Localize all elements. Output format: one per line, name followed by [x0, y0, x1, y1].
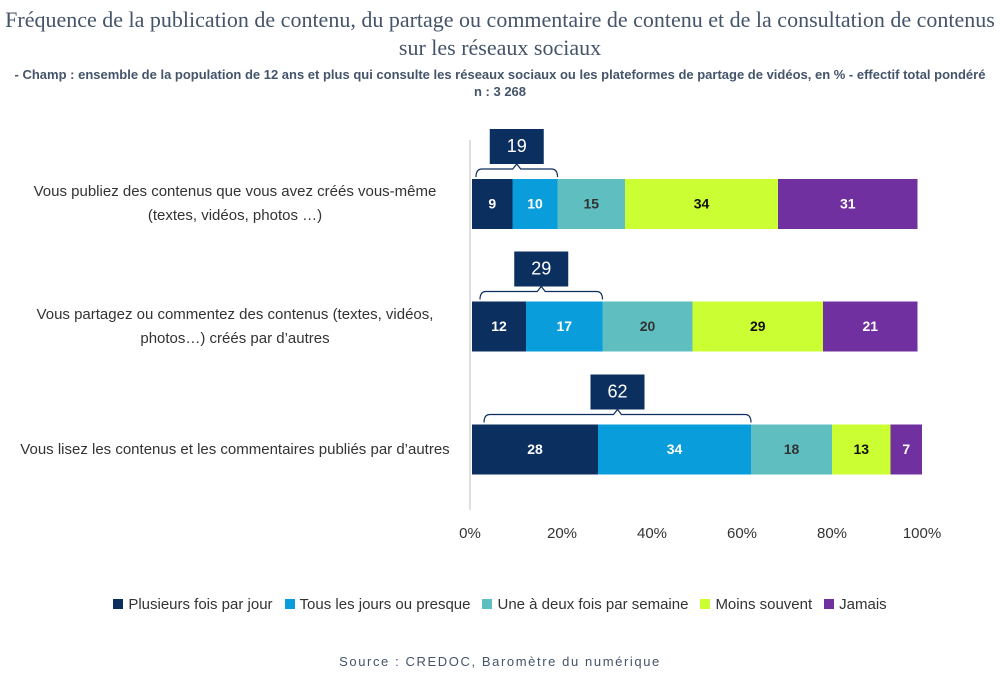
chart-subtitle: - Champ : ensemble de la population de 1…	[14, 67, 986, 99]
legend-swatch	[284, 599, 295, 609]
bracket	[483, 408, 752, 423]
x-tick-label: 40%	[637, 525, 667, 542]
legend-swatch	[700, 599, 711, 609]
legend-label: Jamais	[839, 596, 887, 613]
legend-swatch	[113, 599, 124, 609]
bracket-box	[514, 251, 569, 287]
legend-label: Une à deux fois par semaine	[497, 596, 689, 613]
bar-segment	[472, 179, 513, 229]
bar-segment	[778, 179, 918, 229]
bar-segment	[890, 424, 922, 475]
bracket-label: 19	[507, 136, 527, 156]
x-tick-label: 100%	[903, 525, 941, 542]
value-label: 20	[640, 318, 656, 334]
value-label: 29	[750, 318, 766, 334]
bracket-label: 29	[531, 258, 551, 278]
legend: Plusieurs fois par jour Tous les jours ou…	[0, 596, 1000, 613]
legend-swatch	[824, 599, 835, 609]
value-label: 17	[556, 318, 572, 334]
bracket	[479, 285, 604, 300]
bracket-box	[590, 374, 645, 410]
value-label: 12	[491, 318, 507, 334]
bar-segment	[625, 179, 778, 229]
bracket	[475, 163, 559, 178]
bar-segment	[598, 424, 751, 475]
bar-segment	[472, 424, 598, 475]
category-label: Vous publiez des contenus que vous avez …	[33, 183, 437, 224]
chart-title: Fréquence de la publication de contenu, …	[5, 7, 995, 60]
value-label: 10	[527, 196, 543, 212]
x-tick-label: 60%	[727, 525, 757, 542]
bar-segment	[751, 424, 832, 475]
category-label: Vous lisez les contenus et les commentai…	[20, 440, 450, 458]
bar-segment	[472, 301, 526, 352]
legend-label: Plusieurs fois par jour	[128, 596, 273, 613]
legend-item: Une à deux fois par semaine	[482, 596, 688, 613]
legend-swatch	[482, 599, 493, 609]
value-label: 34	[694, 196, 710, 212]
legend-label: Tous les jours ou presque	[299, 596, 471, 613]
bracket-label: 62	[607, 381, 627, 401]
bracket-box	[489, 129, 544, 164]
legend-item: Tous les jours ou presque	[284, 596, 471, 613]
value-label: 28	[527, 441, 543, 457]
x-tick-label: 20%	[547, 525, 577, 542]
value-label: 7	[902, 441, 910, 457]
bar-segment	[557, 179, 625, 229]
legend-item: Plusieurs fois par jour	[113, 596, 273, 613]
source: Source : CREDOC, Baromètre du numérique	[339, 654, 661, 669]
value-label: 34	[667, 441, 683, 457]
value-label: 18	[784, 441, 800, 457]
x-tick-label: 80%	[817, 525, 847, 542]
x-tick-label: 0%	[459, 525, 481, 542]
legend-item: Moins souvent	[700, 596, 812, 613]
bar-segment	[602, 301, 693, 352]
legend-item: Jamais	[824, 596, 887, 613]
bar-segment	[823, 301, 918, 352]
value-label: 31	[840, 196, 856, 212]
value-label: 15	[583, 196, 599, 212]
bar-segment	[692, 301, 823, 352]
bar-segment	[526, 301, 603, 352]
value-label: 13	[853, 441, 869, 457]
legend-label: Moins souvent	[715, 596, 813, 613]
category-label: Vous partagez ou commentez des contenus …	[36, 305, 434, 347]
value-label: 9	[488, 196, 496, 212]
bar-segment	[512, 179, 558, 229]
bar-segment	[832, 424, 891, 475]
value-label: 21	[862, 318, 878, 334]
